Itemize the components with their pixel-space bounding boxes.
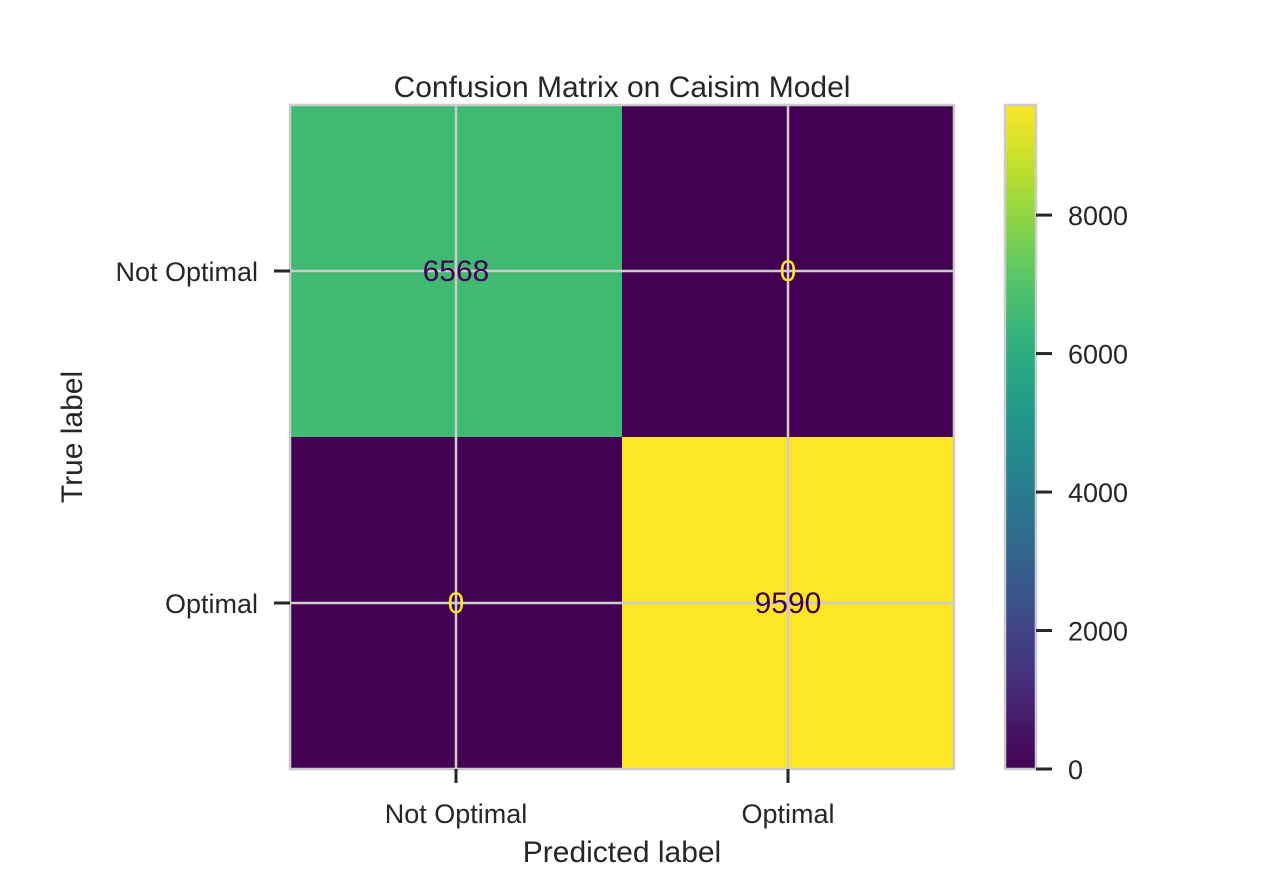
y-axis-label: True label xyxy=(56,371,89,503)
cell-value-label: 0 xyxy=(780,255,797,288)
colorbar-tick-label: 0 xyxy=(1068,755,1083,785)
heatmap-cells xyxy=(290,105,954,769)
x-axis-label: Predicted label xyxy=(523,836,721,869)
x-axis-ticks: Not Optimal Optimal xyxy=(385,769,835,829)
chart-title: Confusion Matrix on Caisim Model xyxy=(394,71,851,104)
y-axis-ticks: Not Optimal Optimal xyxy=(115,257,290,619)
colorbar-gradient xyxy=(1005,105,1036,769)
colorbar-frame xyxy=(1003,103,1038,771)
colorbar: 0 2000 4000 6000 8000 xyxy=(1003,103,1128,785)
y-tick-label: Optimal xyxy=(165,589,258,619)
cell-value-label: 6568 xyxy=(423,255,490,288)
colorbar-tick-label: 6000 xyxy=(1068,340,1128,370)
colorbar-tick-label: 8000 xyxy=(1068,201,1128,231)
cell-value-labels: 6568 0 0 9590 xyxy=(423,255,822,620)
cell-value-label: 9590 xyxy=(755,587,822,620)
plot-frame xyxy=(288,103,956,771)
colorbar-tick-label: 2000 xyxy=(1068,617,1128,647)
colorbar-tick-label: 4000 xyxy=(1068,478,1128,508)
grid-lines xyxy=(290,105,954,769)
cell-value-label: 0 xyxy=(448,587,465,620)
y-tick-label: Not Optimal xyxy=(115,257,258,287)
x-tick-label: Not Optimal xyxy=(385,799,528,829)
x-tick-label: Optimal xyxy=(741,799,834,829)
